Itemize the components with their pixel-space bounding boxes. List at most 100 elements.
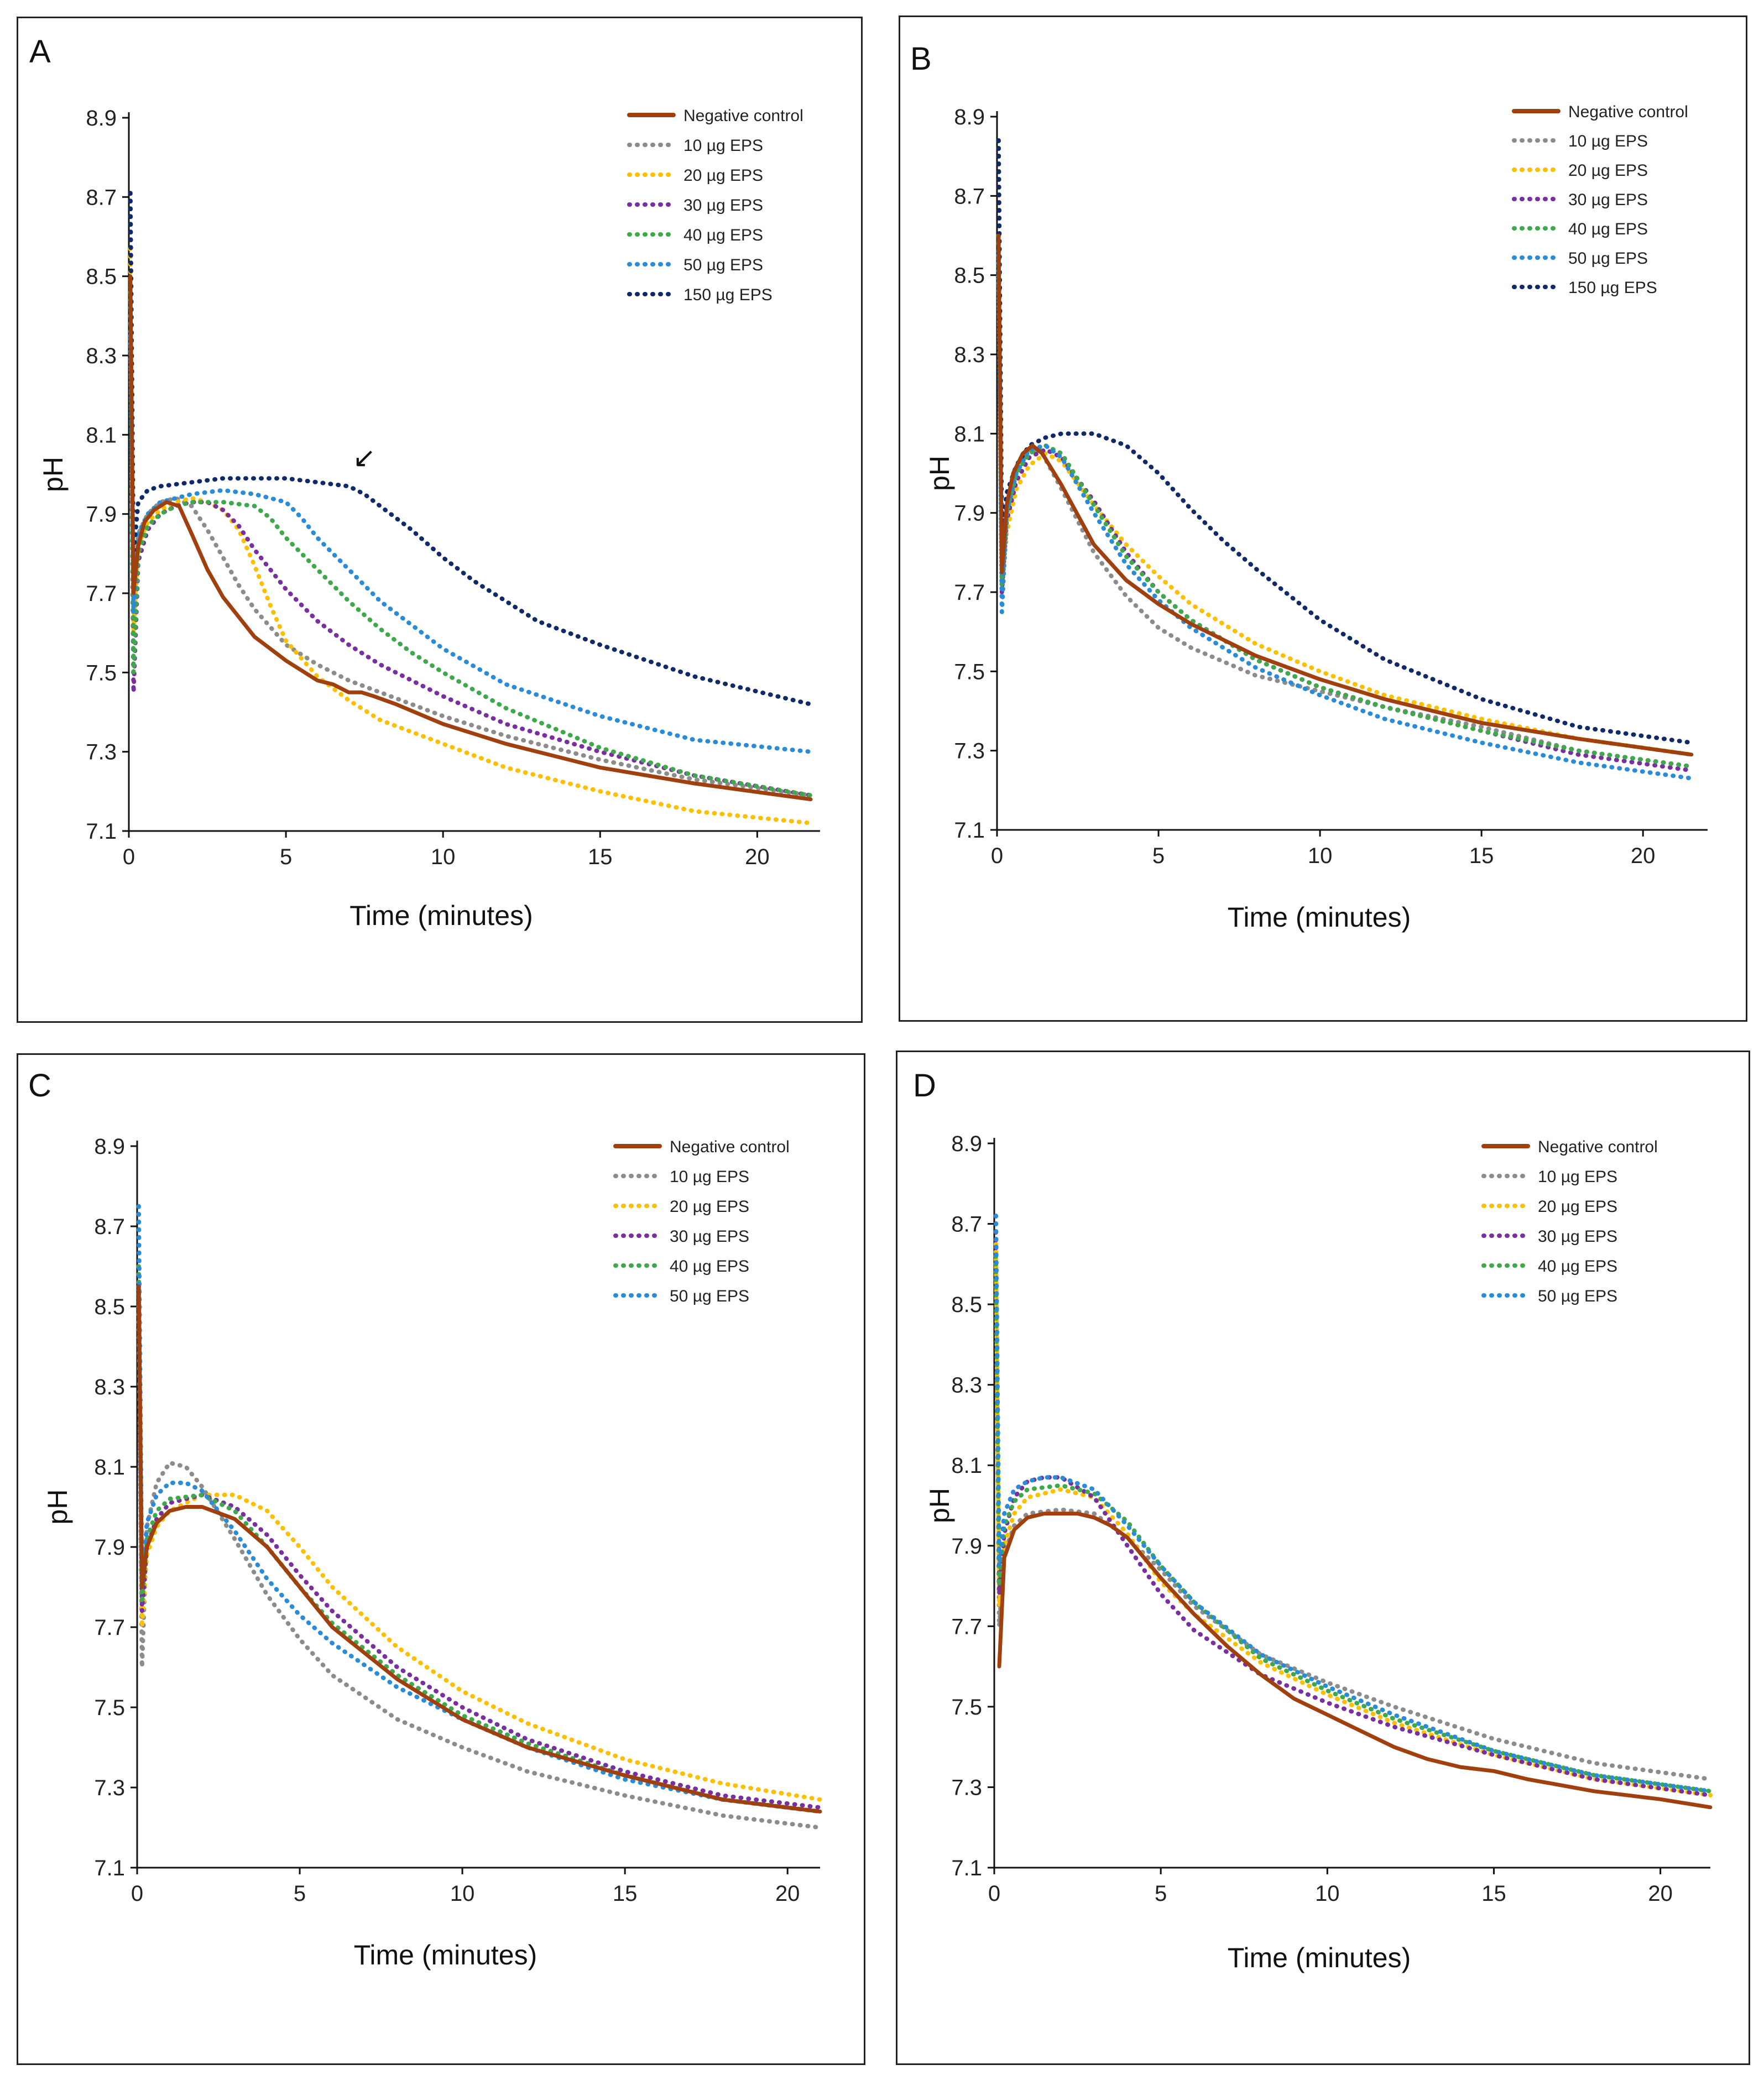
y-tick-label: 8.3 (86, 344, 117, 368)
series-line-10-ug-eps (996, 273, 1694, 769)
x-tick-label: 10 (431, 845, 456, 869)
legend-label: Negative control (670, 1138, 790, 1156)
x-tick-label: 5 (1155, 1881, 1167, 1906)
series-line-20-ug-eps (994, 1241, 1713, 1797)
y-tick-label: 8.1 (94, 1455, 125, 1480)
x-tick-label: 5 (294, 1881, 306, 1906)
y-tick-label: 7.3 (951, 1775, 982, 1800)
series-line-20-ug-eps (128, 246, 813, 825)
x-tick-label: 10 (450, 1881, 475, 1906)
y-tick-label: 7.9 (94, 1535, 125, 1560)
legend-label: 150 µg EPS (1568, 279, 1657, 297)
annotation-arrow-icon: ↙ (353, 442, 376, 473)
legend-label: 40 µg EPS (1568, 220, 1648, 238)
y-tick-label: 8.1 (951, 1454, 982, 1478)
panel-label: D (913, 1068, 936, 1104)
series-line-20-ug-eps (136, 1264, 822, 1802)
panel-label: A (29, 34, 51, 70)
series-line-40-ug-eps (128, 290, 813, 798)
series-line-negative-control (137, 1284, 822, 1813)
legend-label: Negative control (1568, 103, 1688, 121)
y-tick-label: 7.3 (86, 740, 117, 765)
legend-label: 40 µg EPS (1538, 1257, 1617, 1276)
x-axis-title: Time (minutes) (354, 1940, 537, 1971)
y-tick-label: 8.5 (951, 1293, 982, 1317)
series-line-50-ug-eps (996, 253, 1694, 781)
y-tick-label: 7.7 (954, 581, 985, 605)
y-tick-label: 7.5 (86, 661, 117, 685)
y-tick-label: 7.9 (951, 1534, 982, 1559)
y-tick-label: 7.3 (954, 739, 985, 764)
series-line-30-ug-eps (136, 1284, 822, 1810)
legend-label: Negative control (683, 107, 803, 125)
panel-label: B (910, 41, 932, 77)
legend-label: 50 µg EPS (670, 1287, 749, 1305)
y-tick-label: 8.9 (86, 106, 117, 130)
legend-label: 10 µg EPS (1568, 132, 1648, 150)
legend-label: 50 µg EPS (683, 256, 763, 274)
panel-c: C 7.1 7.3 7.5 7.7 7.9 8.1 8.3 8.5 8.7 8.9 0 5 10 15 20 T… (17, 1053, 865, 2065)
y-tick-label: 8.5 (94, 1295, 125, 1319)
y-tick-label: 7.5 (951, 1695, 982, 1719)
series-line-negative-control (128, 274, 813, 802)
y-tick-label: 8.7 (954, 184, 985, 208)
x-tick-label: 10 (1315, 1881, 1340, 1906)
y-tick-label: 8.9 (94, 1135, 125, 1159)
legend-label: 10 µg EPS (670, 1168, 749, 1186)
series-line-20-ug-eps (996, 253, 1694, 757)
series-line-40-ug-eps (996, 233, 1694, 769)
y-tick-label: 8.1 (954, 422, 985, 446)
y-tick-label: 7.1 (951, 1856, 982, 1880)
y-axis-title: pH (924, 1488, 955, 1523)
x-tick-label: 5 (280, 845, 292, 869)
panel-b: B 7.1 7.3 7.5 7.7 7.9 8.1 8.3 8.5 8.7 8.9 0 5 10 15 20 T… (899, 15, 1747, 1022)
x-axis-title: Time (minutes) (1228, 1942, 1411, 1973)
legend-label: 40 µg EPS (670, 1257, 749, 1276)
legend-label: 50 µg EPS (1568, 249, 1648, 268)
x-axis-title: Time (minutes) (1228, 902, 1411, 933)
x-tick-label: 0 (991, 844, 1003, 868)
y-tick-label: 8.9 (954, 105, 985, 129)
legend-label: 30 µg EPS (1538, 1227, 1617, 1246)
legend-label: Negative control (1538, 1138, 1658, 1156)
y-tick-label: 8.7 (86, 185, 117, 210)
series-line-10-ug-eps (136, 1304, 822, 1830)
x-tick-label: 20 (1631, 844, 1656, 868)
legend-label: 50 µg EPS (1538, 1287, 1617, 1305)
y-tick-label: 7.1 (94, 1856, 125, 1880)
chart-c: C 7.1 7.3 7.5 7.7 7.9 8.1 8.3 8.5 8.7 8.9 0 5 10 15 20 T… (28, 1068, 822, 1971)
legend-label: 30 µg EPS (670, 1227, 749, 1246)
y-axis-title: pH (38, 457, 69, 492)
x-tick-label: 15 (1469, 844, 1494, 868)
x-tick-label: 15 (613, 1881, 638, 1906)
chart-d: D 7.1 7.3 7.5 7.7 7.9 8.1 8.3 8.5 8.7 8.9 0 5 10 15 20 T… (913, 1068, 1713, 1973)
x-tick-label: 20 (775, 1881, 800, 1906)
legend-label: 20 µg EPS (683, 166, 763, 185)
legend-label: 20 µg EPS (1538, 1198, 1617, 1216)
y-tick-label: 8.5 (86, 265, 117, 289)
series-line-150-ug-eps (996, 138, 1694, 745)
panel-a: A 7.1 7.3 7.5 7.7 7.9 8.1 8.3 8.5 8.7 8.9 0 5 10 15 20 T… (17, 17, 863, 1023)
y-tick-label: 7.1 (954, 818, 985, 843)
x-tick-label: 5 (1152, 844, 1165, 868)
x-tick-label: 10 (1308, 844, 1333, 868)
series-line-150-ug-eps (128, 191, 813, 707)
y-tick-label: 8.3 (954, 343, 985, 367)
y-axis-title: pH (924, 456, 955, 491)
y-axis-title: pH (42, 1489, 73, 1525)
chart-b: B 7.1 7.3 7.5 7.7 7.9 8.1 8.3 8.5 8.7 8.9 0 5 10 15 20 T… (910, 41, 1708, 933)
legend-label: 10 µg EPS (1538, 1168, 1617, 1186)
y-tick-label: 7.3 (94, 1776, 125, 1800)
series-line-50-ug-eps (994, 1214, 1713, 1794)
x-axis-title: Time (minutes) (349, 900, 533, 931)
series-line-negative-control (996, 233, 1694, 757)
y-tick-label: 7.5 (954, 660, 985, 684)
legend-label: 30 µg EPS (1568, 191, 1648, 209)
x-tick-label: 15 (588, 845, 613, 869)
series-line-10-ug-eps (128, 313, 813, 798)
x-tick-label: 0 (123, 845, 135, 869)
legend-label: 10 µg EPS (683, 137, 763, 155)
series-line-40-ug-eps (136, 1264, 822, 1814)
y-tick-label: 8.7 (94, 1215, 125, 1239)
y-tick-label: 8.3 (951, 1373, 982, 1398)
